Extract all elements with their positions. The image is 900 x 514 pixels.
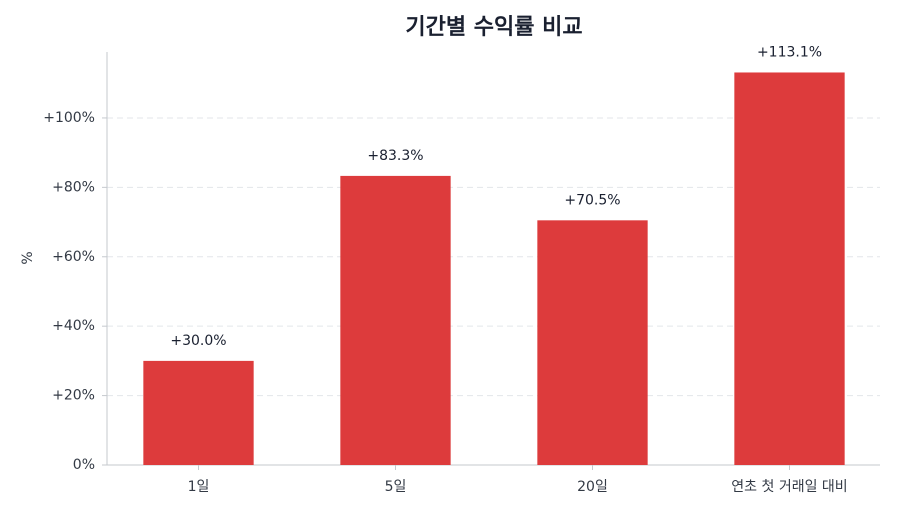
x-tick-label: 연초 첫 거래일 대비 [731,479,847,495]
x-tick-label: 20일 [577,479,608,495]
x-tick-label: 5일 [385,479,407,495]
y-tick-label: +80% [52,179,95,195]
y-tick-label: +60% [52,249,95,265]
y-tick-label: 0% [73,457,95,473]
y-tick-label: +100% [43,110,95,126]
y-tick-label: +40% [52,318,95,334]
value-label: +70.5% [564,192,620,208]
bar [340,175,451,465]
value-label: +83.3% [367,148,423,164]
bar [143,360,254,465]
chart-title: 기간별 수익률 비교 [405,15,582,40]
bar [734,72,845,465]
value-label: +113.1% [757,44,822,60]
value-label: +30.0% [170,333,226,349]
bar [537,220,648,465]
y-axis-label: % [20,251,36,264]
x-tick-label: 1일 [188,479,210,495]
y-tick-label: +20% [52,388,95,404]
